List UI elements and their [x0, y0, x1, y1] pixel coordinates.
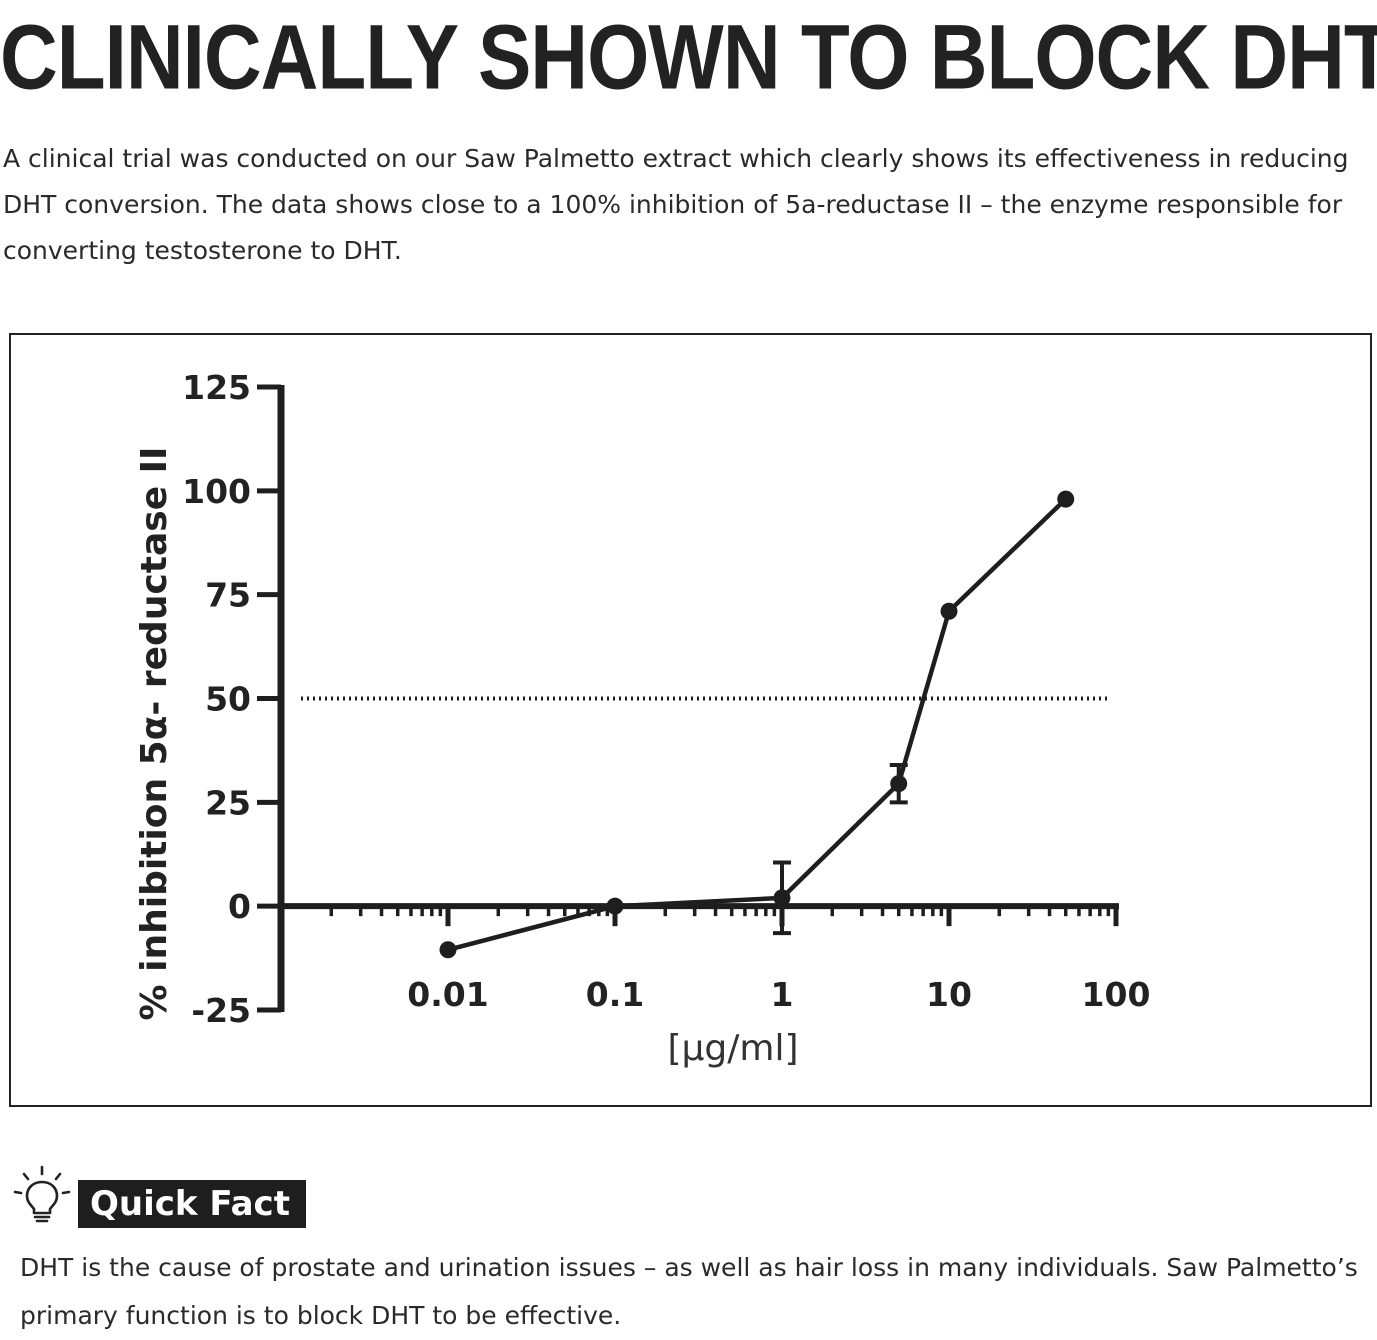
- quick-fact-header: Quick Fact: [12, 1164, 332, 1234]
- lightbulb-icon: [13, 1165, 71, 1223]
- y-axis-title: % inhibition 5α- reductase II: [134, 447, 175, 1021]
- y-tick-label: -25: [191, 991, 251, 1030]
- chart-frame: 125 100 75 50 25 0 -25 0.01 0.1 1 10 100% inhibitio…: [9, 333, 1372, 1107]
- data-point: [890, 775, 908, 793]
- quick-fact-text: DHT is the cause of prostate and urinati…: [20, 1253, 1358, 1330]
- y-tick-label: 125: [182, 368, 251, 407]
- quick-fact-label: Quick Fact: [78, 1180, 306, 1228]
- y-tick-label: 0: [228, 887, 251, 926]
- intro-paragraph: A clinical trial was conducted on our Sa…: [3, 144, 1349, 265]
- data-point: [439, 941, 457, 959]
- data-point: [606, 897, 624, 915]
- headline: CLINICALLY SHOWN TO BLOCK DHT: [0, 5, 1377, 109]
- y-tick-label: 75: [205, 576, 251, 615]
- x-tick-label: 100: [1082, 975, 1151, 1014]
- x-tick-label: 0.1: [586, 975, 644, 1014]
- y-tick-label: 50: [205, 680, 251, 719]
- data-point: [940, 602, 958, 620]
- x-axis-title: [µg/ml]: [667, 1028, 798, 1069]
- x-tick-label: 1: [771, 975, 794, 1014]
- data-point: [1057, 490, 1075, 508]
- x-tick-label: 0.01: [407, 975, 488, 1014]
- data-point: [773, 889, 791, 907]
- x-tick-label: 10: [926, 975, 972, 1014]
- series-line: [447, 497, 1068, 952]
- y-tick-label: 25: [205, 783, 251, 822]
- y-tick-label: 100: [182, 472, 251, 511]
